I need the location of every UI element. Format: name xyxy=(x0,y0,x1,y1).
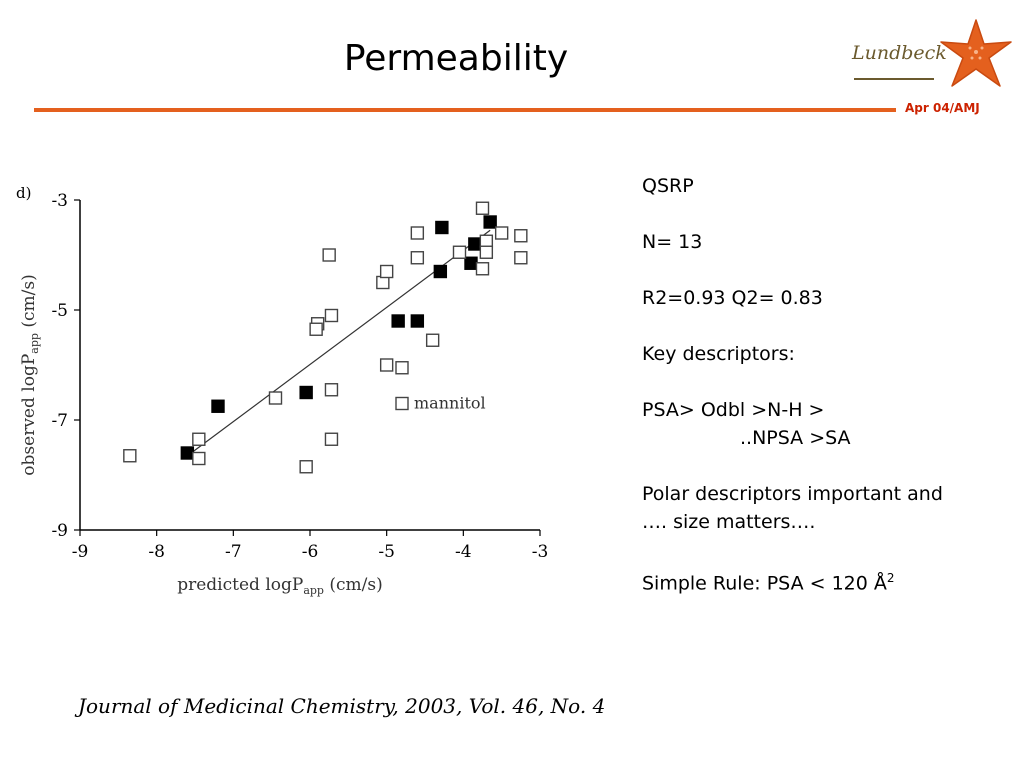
company-logo: Lundbeck xyxy=(850,18,1015,90)
x-tick-label: -7 xyxy=(225,542,242,562)
data-point-open xyxy=(514,251,528,265)
scatter-chart: -9 -8 -7 -6 -5 -4 -3 -9 -7 -5 -3 d) predicted logPap… xyxy=(16,184,549,597)
data-point-open xyxy=(376,275,390,290)
data-point-filled xyxy=(464,256,478,270)
x-tick-label: -3 xyxy=(532,542,549,562)
data-point-open xyxy=(322,248,336,262)
x-tick-label: -9 xyxy=(72,542,89,562)
data-point-filled xyxy=(410,314,425,328)
simple-rule-text: Simple Rule: PSA < 120 Å xyxy=(642,572,887,595)
logo-underline xyxy=(854,78,934,80)
data-point-open xyxy=(410,251,425,265)
data-point-filled xyxy=(433,264,448,279)
descriptor-ranking: PSA> Odbl >N-H > ..NPSA >SA xyxy=(642,396,1022,452)
trend-line xyxy=(190,229,491,454)
model-name: QSRP xyxy=(642,175,694,197)
x-tick-label: -6 xyxy=(302,542,319,562)
x-tick-label: -4 xyxy=(455,542,472,562)
data-point-open xyxy=(494,226,509,240)
y-tick-label: -7 xyxy=(51,411,68,431)
data-point-filled xyxy=(435,220,449,235)
descriptor-ranking-line1: PSA> Odbl >N-H > xyxy=(642,399,825,421)
polar-note-line2: …. size matters…. xyxy=(642,511,816,533)
data-point-open xyxy=(268,391,283,405)
logo-text: Lundbeck xyxy=(852,42,947,64)
y-axis-label: observed logPapp (cm/s) xyxy=(19,274,41,475)
simple-rule-superscript: 2 xyxy=(886,571,895,585)
data-point-open xyxy=(395,361,409,375)
data-point-open xyxy=(324,432,339,446)
data-point-filled xyxy=(299,385,313,400)
sample-size: N= 13 xyxy=(642,231,703,253)
starfish-icon xyxy=(940,19,1012,87)
data-point-open xyxy=(479,234,494,248)
polar-note-line1: Polar descriptors important and xyxy=(642,483,943,505)
data-point-open xyxy=(425,333,440,347)
data-point-open xyxy=(475,262,490,276)
data-point-open xyxy=(309,322,323,336)
data-point-filled xyxy=(180,446,195,460)
data-point-open xyxy=(479,245,494,259)
data-point-filled xyxy=(391,314,405,328)
info-panel: QSRP N= 13 R2=0.93 Q2= 0.83 Key descript… xyxy=(642,172,1022,625)
citation: Journal of Medicinal Chemistry, 2003, Vo… xyxy=(78,694,606,718)
model-statistics: R2=0.93 Q2= 0.83 xyxy=(642,287,823,309)
polar-note: Polar descriptors important and …. size … xyxy=(642,480,1022,536)
descriptor-ranking-line2: ..NPSA >SA xyxy=(740,427,851,449)
data-point-open xyxy=(192,432,206,446)
key-descriptors-heading: Key descriptors: xyxy=(642,343,795,365)
data-point-filled xyxy=(468,237,482,251)
data-point-open xyxy=(379,264,394,279)
data-point-open xyxy=(324,308,339,323)
data-point-filled xyxy=(211,399,225,413)
annotation-mannitol: mannitol xyxy=(414,394,486,413)
data-point-open xyxy=(299,460,313,474)
y-tick-label: -9 xyxy=(51,521,68,541)
y-tick-label: -5 xyxy=(51,301,68,321)
data-point-open xyxy=(452,245,467,259)
data-point-open xyxy=(514,229,528,243)
simple-rule: Simple Rule: PSA < 120 Å2 xyxy=(642,564,1022,597)
data-point-open xyxy=(410,226,425,240)
data-point-open xyxy=(324,383,339,397)
data-point-open xyxy=(395,396,409,411)
x-tick-label: -8 xyxy=(148,542,165,562)
data-point-open xyxy=(192,451,206,466)
x-axis-label: predicted logPapp (cm/s) xyxy=(177,575,383,597)
y-tick-label: -3 xyxy=(51,191,68,211)
data-point-open xyxy=(379,358,394,372)
date-tag: Apr 04/AMJ xyxy=(905,101,980,115)
data-point-open xyxy=(123,449,137,463)
data-point-open xyxy=(475,201,490,215)
x-tick-label: -5 xyxy=(378,542,395,562)
title-rule xyxy=(34,108,896,112)
slide-title: Permeability xyxy=(343,38,569,79)
data-point-filled xyxy=(483,215,497,229)
panel-label: d) xyxy=(16,184,31,202)
